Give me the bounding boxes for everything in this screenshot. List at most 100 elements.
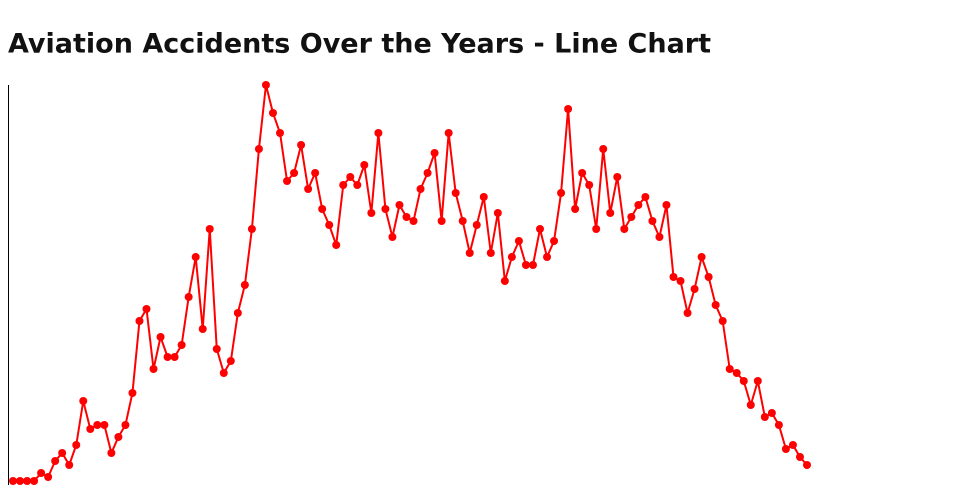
data-point	[493, 209, 502, 217]
data-point	[592, 225, 601, 233]
data-point	[437, 217, 446, 225]
data-point	[599, 145, 608, 153]
data-point	[451, 189, 460, 197]
data-point	[767, 409, 776, 417]
data-point	[191, 253, 200, 261]
data-point	[254, 145, 263, 153]
data-point	[325, 221, 334, 229]
data-point	[311, 169, 320, 177]
data-point	[465, 249, 474, 257]
data-point	[803, 461, 811, 469]
data-point	[276, 129, 285, 137]
data-point	[65, 461, 74, 469]
data-point	[205, 225, 214, 233]
data-point	[690, 285, 699, 293]
data-point	[212, 345, 221, 353]
data-point	[247, 225, 256, 233]
data-point	[170, 353, 179, 361]
data-point	[641, 193, 650, 201]
data-point	[290, 169, 299, 177]
data-point	[514, 237, 523, 245]
data-point	[795, 453, 804, 461]
data-point	[37, 469, 46, 477]
data-point	[528, 261, 537, 269]
data-point	[676, 277, 685, 285]
data-point	[93, 421, 102, 429]
data-point	[79, 397, 88, 405]
data-point	[261, 81, 270, 89]
data-point	[100, 421, 109, 429]
data-point	[367, 209, 376, 217]
data-point	[718, 317, 727, 325]
data-point	[198, 325, 207, 333]
data-point	[107, 449, 116, 457]
data-point	[521, 261, 530, 269]
data-point	[318, 205, 327, 213]
data-point	[297, 141, 306, 149]
data-point	[416, 185, 425, 193]
data-point	[788, 441, 797, 449]
data-point	[662, 201, 671, 209]
data-point	[268, 109, 277, 117]
data-point	[86, 425, 95, 433]
data-point	[486, 249, 495, 257]
data-point	[163, 353, 172, 361]
chart-title: Aviation Accidents Over the Years - Line…	[8, 29, 711, 60]
data-point	[30, 477, 39, 485]
data-point	[578, 169, 587, 177]
data-point	[353, 181, 362, 189]
data-point	[128, 389, 137, 397]
data-point	[374, 129, 383, 137]
data-point	[620, 225, 629, 233]
data-point	[51, 457, 60, 465]
data-point	[58, 449, 67, 457]
data-point	[283, 177, 292, 185]
data-point	[472, 221, 481, 229]
data-point	[648, 217, 657, 225]
data-point	[135, 317, 144, 325]
data-point	[500, 277, 509, 285]
data-point	[697, 253, 706, 261]
data-point	[114, 433, 123, 441]
data-point	[585, 181, 594, 189]
data-point	[557, 189, 566, 197]
data-point	[507, 253, 516, 261]
data-point	[395, 201, 404, 209]
data-point	[711, 301, 720, 309]
data-point	[9, 477, 17, 485]
data-point	[226, 357, 235, 365]
data-point	[332, 241, 341, 249]
data-point	[339, 181, 348, 189]
data-point	[683, 309, 692, 317]
data-point	[760, 413, 769, 421]
data-point	[753, 377, 762, 385]
data-point	[72, 441, 81, 449]
data-point	[479, 193, 488, 201]
data-point	[149, 365, 158, 373]
data-point	[240, 281, 249, 289]
data-point	[444, 129, 453, 137]
data-point	[184, 293, 193, 301]
data-point	[704, 273, 713, 281]
data-point	[388, 233, 397, 241]
data-point	[781, 445, 790, 453]
data-point	[606, 209, 615, 217]
data-point	[535, 225, 544, 233]
data-point	[746, 401, 755, 409]
data-point	[304, 185, 313, 193]
data-point	[177, 341, 186, 349]
data-point	[564, 105, 573, 113]
data-point	[409, 217, 418, 225]
data-point	[571, 205, 580, 213]
data-point	[430, 149, 439, 157]
data-point	[458, 217, 467, 225]
data-point	[346, 173, 355, 181]
data-point	[121, 421, 130, 429]
data-point	[550, 237, 559, 245]
data-point	[402, 213, 411, 221]
data-point	[219, 369, 228, 377]
data-point	[655, 233, 664, 241]
data-point	[739, 377, 748, 385]
